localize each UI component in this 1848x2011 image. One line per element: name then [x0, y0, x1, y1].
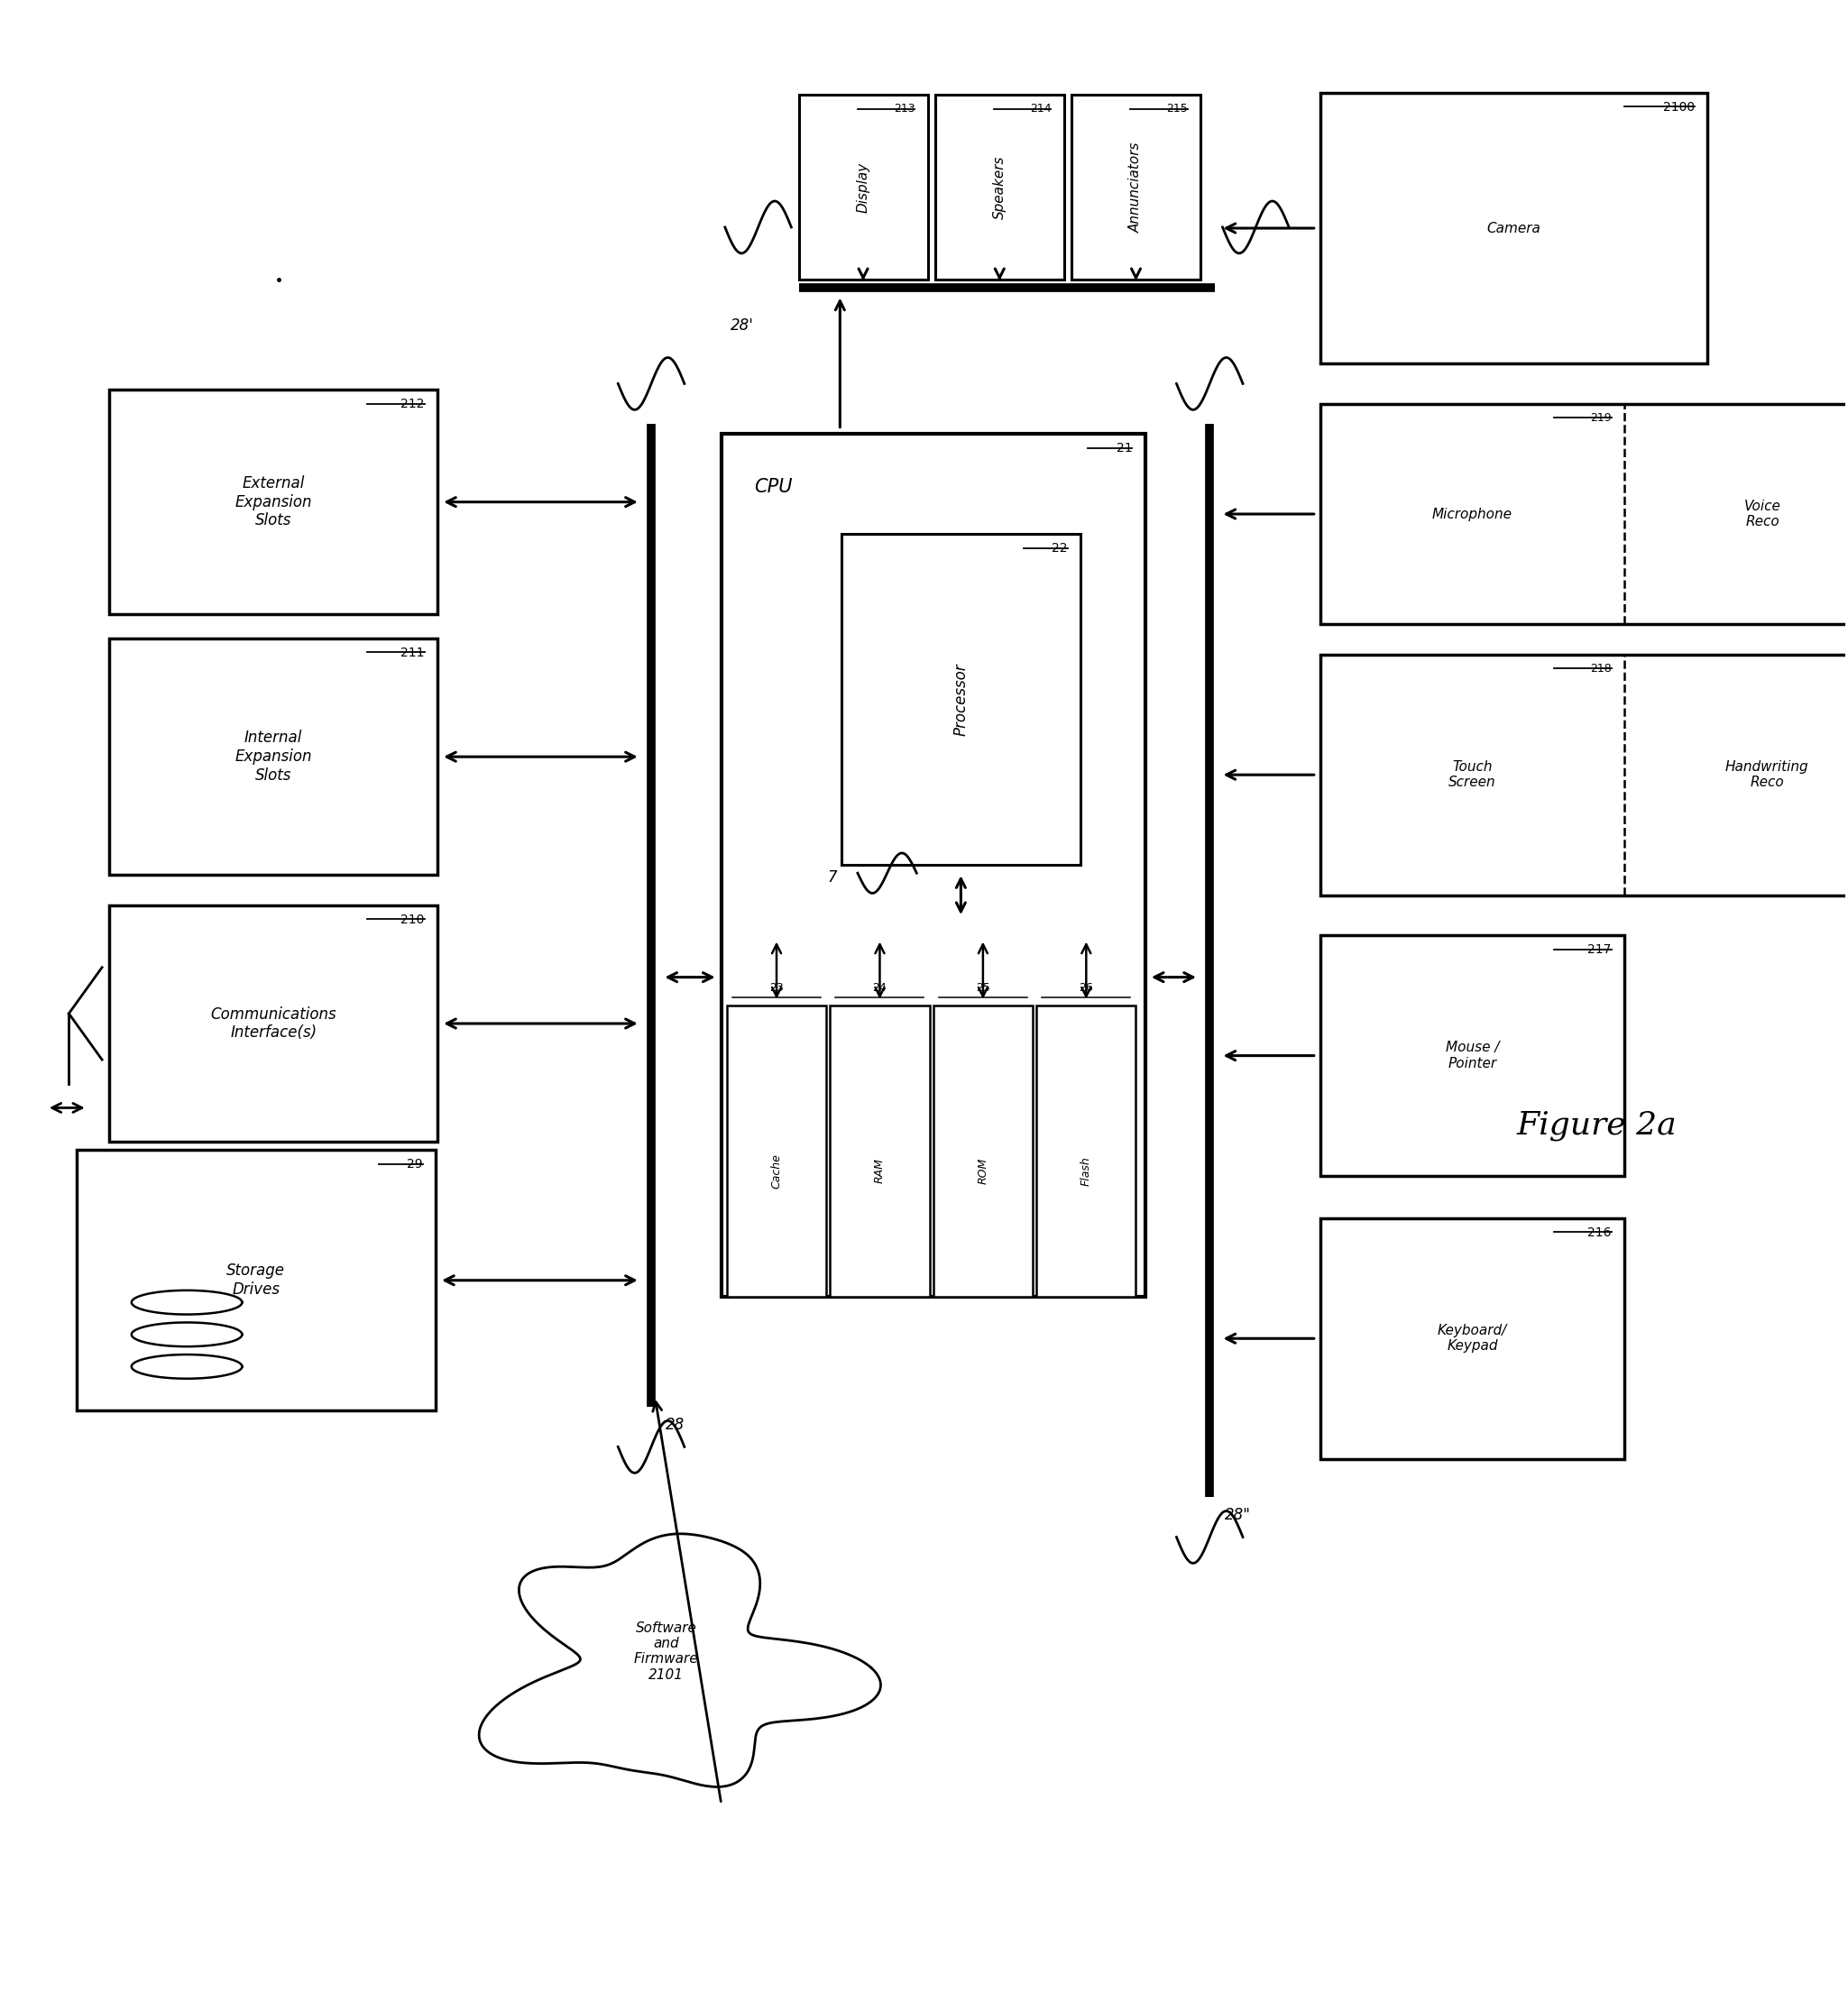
- Text: 218: 218: [1589, 662, 1611, 674]
- Text: 217: 217: [1587, 943, 1611, 955]
- Text: Touch
Screen: Touch Screen: [1449, 760, 1497, 790]
- Text: Microphone: Microphone: [1432, 507, 1512, 521]
- Text: Camera: Camera: [1488, 221, 1541, 235]
- Text: 24: 24: [872, 981, 887, 993]
- Text: 26: 26: [1079, 981, 1094, 993]
- FancyBboxPatch shape: [841, 535, 1081, 865]
- Text: Figure 2a: Figure 2a: [1517, 1110, 1676, 1140]
- Text: 28': 28': [730, 318, 754, 334]
- Text: Internal
Expansion
Slots: Internal Expansion Slots: [235, 730, 312, 784]
- FancyBboxPatch shape: [1072, 95, 1201, 280]
- Text: 213: 213: [893, 103, 915, 115]
- FancyBboxPatch shape: [798, 95, 928, 280]
- Text: 25: 25: [976, 981, 991, 993]
- FancyBboxPatch shape: [1319, 935, 1624, 1176]
- Text: 212: 212: [401, 398, 425, 410]
- Text: Handwriting
Reco: Handwriting Reco: [1726, 760, 1809, 790]
- Text: Software
and
Firmware
2101: Software and Firmware 2101: [634, 1621, 699, 1681]
- Text: CPU: CPU: [754, 479, 793, 497]
- Text: 28: 28: [665, 1416, 686, 1434]
- Text: RAM: RAM: [874, 1158, 885, 1184]
- Polygon shape: [479, 1534, 881, 1788]
- Text: Processor: Processor: [954, 664, 968, 736]
- FancyBboxPatch shape: [1319, 93, 1708, 364]
- Text: 219: 219: [1589, 412, 1611, 424]
- Text: Storage
Drives: Storage Drives: [227, 1263, 285, 1297]
- Text: External
Expansion
Slots: External Expansion Slots: [235, 475, 312, 529]
- FancyBboxPatch shape: [109, 905, 438, 1142]
- Text: 22: 22: [1052, 543, 1068, 555]
- FancyBboxPatch shape: [1037, 1006, 1137, 1297]
- Text: Display: Display: [856, 161, 870, 213]
- FancyBboxPatch shape: [109, 390, 438, 613]
- FancyBboxPatch shape: [1319, 654, 1848, 895]
- Text: 210: 210: [401, 913, 425, 925]
- Text: Cache: Cache: [771, 1154, 782, 1189]
- Text: Keyboard/
Keypad: Keyboard/ Keypad: [1438, 1323, 1508, 1353]
- Text: Speakers: Speakers: [992, 155, 1007, 219]
- FancyBboxPatch shape: [726, 1006, 826, 1297]
- Text: 23: 23: [769, 981, 784, 993]
- FancyBboxPatch shape: [1319, 1219, 1624, 1458]
- Text: 28": 28": [1225, 1506, 1251, 1522]
- Text: 29: 29: [407, 1158, 423, 1170]
- FancyBboxPatch shape: [830, 1006, 930, 1297]
- Text: Voice
Reco: Voice Reco: [1745, 499, 1781, 529]
- Text: Flash: Flash: [1081, 1156, 1092, 1186]
- FancyBboxPatch shape: [935, 95, 1064, 280]
- Text: 214: 214: [1029, 103, 1052, 115]
- FancyBboxPatch shape: [721, 434, 1146, 1297]
- FancyBboxPatch shape: [76, 1150, 436, 1410]
- Text: Mouse /
Pointer: Mouse / Pointer: [1445, 1042, 1499, 1070]
- FancyBboxPatch shape: [109, 637, 438, 875]
- FancyBboxPatch shape: [1319, 404, 1848, 623]
- Text: 211: 211: [401, 646, 425, 660]
- Text: 2100: 2100: [1663, 101, 1695, 113]
- Text: Communications
Interface(s): Communications Interface(s): [211, 1006, 336, 1042]
- Text: Annunciators: Annunciators: [1129, 141, 1142, 233]
- FancyBboxPatch shape: [933, 1006, 1033, 1297]
- Text: 215: 215: [1166, 103, 1188, 115]
- Text: 7: 7: [828, 869, 837, 885]
- Text: 216: 216: [1587, 1227, 1611, 1239]
- Text: 21: 21: [1116, 442, 1133, 454]
- Text: ROM: ROM: [978, 1158, 989, 1184]
